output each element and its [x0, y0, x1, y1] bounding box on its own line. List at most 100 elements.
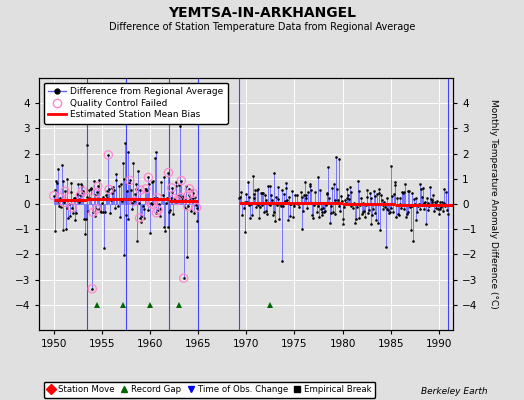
Point — [116, 213, 125, 220]
Point — [97, 200, 106, 206]
Point — [76, 192, 84, 198]
Point — [148, 201, 157, 207]
Point — [386, 209, 394, 215]
Point — [311, 189, 320, 195]
Point — [148, 201, 157, 207]
Point — [50, 192, 58, 199]
Point — [150, 195, 158, 202]
Point — [119, 252, 128, 258]
Point — [264, 182, 272, 189]
Point — [362, 202, 370, 208]
Point — [351, 220, 359, 226]
Point — [184, 191, 193, 198]
Point — [298, 226, 307, 232]
Point — [346, 188, 355, 195]
Point — [294, 200, 303, 206]
Point — [60, 199, 68, 206]
Point — [60, 199, 68, 206]
Point — [390, 191, 398, 197]
Point — [69, 210, 77, 217]
Point — [276, 201, 284, 207]
Point — [99, 194, 107, 201]
Point — [378, 197, 386, 204]
Point — [132, 180, 140, 187]
Point — [288, 188, 296, 194]
Point — [251, 187, 259, 194]
Point — [114, 203, 122, 210]
Point — [443, 206, 451, 213]
Point — [343, 195, 352, 201]
Point — [336, 208, 344, 215]
Point — [411, 217, 420, 223]
Point — [152, 210, 161, 216]
Point — [244, 179, 252, 185]
Point — [130, 191, 139, 198]
Point — [130, 198, 138, 205]
Point — [180, 275, 188, 281]
Point — [381, 204, 389, 210]
Point — [186, 195, 194, 202]
Point — [265, 182, 274, 189]
Point — [104, 152, 113, 158]
Point — [425, 203, 433, 210]
Point — [59, 227, 68, 233]
Point — [85, 187, 93, 194]
Point — [128, 200, 137, 206]
Point — [246, 215, 255, 222]
Point — [70, 195, 78, 201]
Point — [412, 195, 421, 202]
Point — [158, 196, 166, 202]
Point — [248, 173, 257, 179]
Point — [287, 201, 296, 207]
Point — [176, 194, 184, 201]
Point — [324, 163, 332, 170]
Point — [105, 186, 113, 193]
Point — [361, 214, 369, 220]
Point — [115, 183, 123, 190]
Point — [363, 193, 371, 200]
Point — [334, 196, 342, 203]
Point — [94, 183, 102, 190]
Point — [164, 169, 172, 176]
Point — [180, 204, 189, 211]
Point — [178, 195, 187, 202]
Point — [82, 142, 91, 149]
Point — [107, 190, 116, 196]
Point — [155, 201, 163, 207]
Point — [398, 189, 406, 195]
Point — [170, 195, 178, 202]
Point — [434, 211, 443, 218]
Point — [279, 203, 287, 209]
Point — [328, 185, 336, 192]
Point — [335, 156, 344, 162]
Point — [245, 202, 253, 208]
Point — [318, 209, 326, 215]
Point — [407, 203, 416, 209]
Point — [169, 211, 178, 218]
Point — [162, 195, 171, 202]
Point — [146, 230, 154, 236]
Point — [291, 191, 299, 198]
Point — [96, 208, 104, 214]
Point — [159, 224, 168, 230]
Point — [322, 190, 331, 197]
Point — [245, 193, 254, 200]
Point — [419, 206, 428, 213]
Point — [106, 210, 114, 216]
Point — [243, 198, 252, 205]
Point — [65, 201, 73, 208]
Point — [433, 198, 441, 204]
Point — [78, 183, 86, 189]
Point — [376, 227, 385, 233]
Point — [256, 204, 264, 211]
Point — [172, 178, 181, 185]
Point — [142, 186, 150, 192]
Point — [113, 196, 122, 202]
Point — [56, 194, 64, 201]
Point — [286, 213, 294, 220]
Point — [51, 187, 60, 193]
Point — [52, 178, 60, 185]
Point — [136, 187, 145, 194]
Point — [62, 226, 70, 232]
Point — [395, 212, 403, 218]
